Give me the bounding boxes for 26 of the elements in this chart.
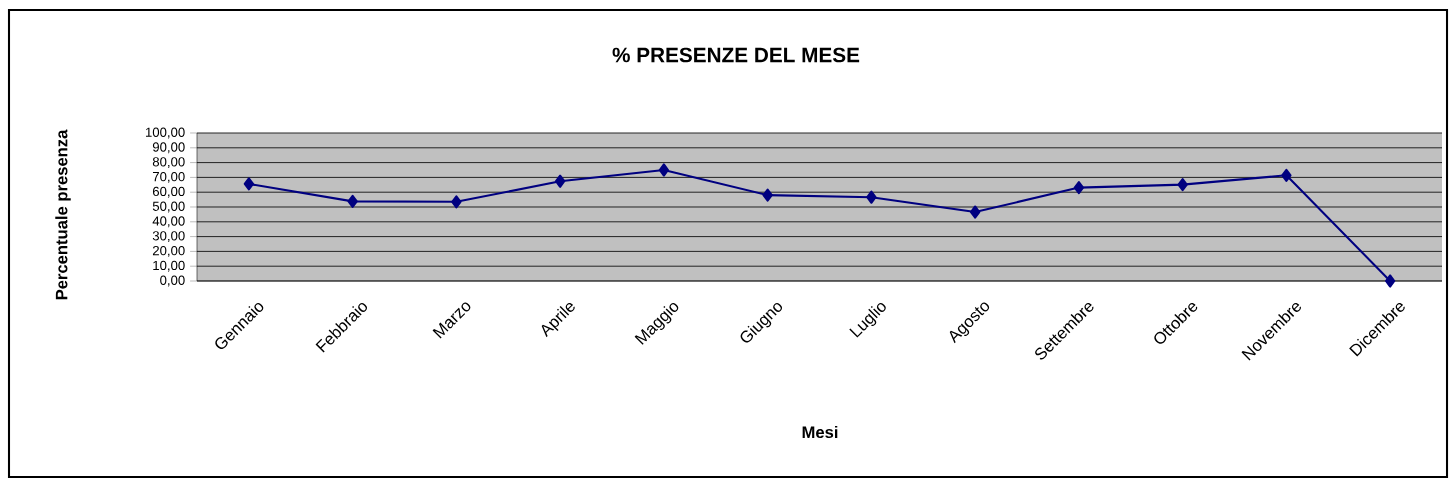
point [451,195,462,209]
y-tick-label: 10,00 [153,260,185,272]
point [1281,168,1292,182]
chart-title: % PRESENZE DEL MESE [612,47,860,63]
y-tick-label: 30,00 [152,231,185,243]
y-tick-label: 60,00 [152,186,185,198]
point [347,194,358,208]
y-tick-label: 100,00 [145,127,185,139]
point [1073,181,1085,195]
point [762,188,773,202]
y-tick-label: 40,00 [152,216,185,228]
point [1384,274,1396,288]
point [554,174,566,188]
point [1177,178,1188,192]
point [866,190,877,204]
y-tick-label: 70,00 [152,171,185,183]
x-axis-title: Mesi [802,425,838,439]
point [243,177,255,191]
y-tick-label: 0,00 [160,275,185,287]
y-tick-label: 20,00 [152,245,185,257]
y-axis-title: Percentuale presenza [55,129,71,300]
y-tick-label: 90,00 [152,142,185,154]
point [969,205,981,219]
y-tick-label: 50,00 [152,201,185,213]
point [658,163,670,177]
y-tick-label: 80,00 [152,157,185,169]
